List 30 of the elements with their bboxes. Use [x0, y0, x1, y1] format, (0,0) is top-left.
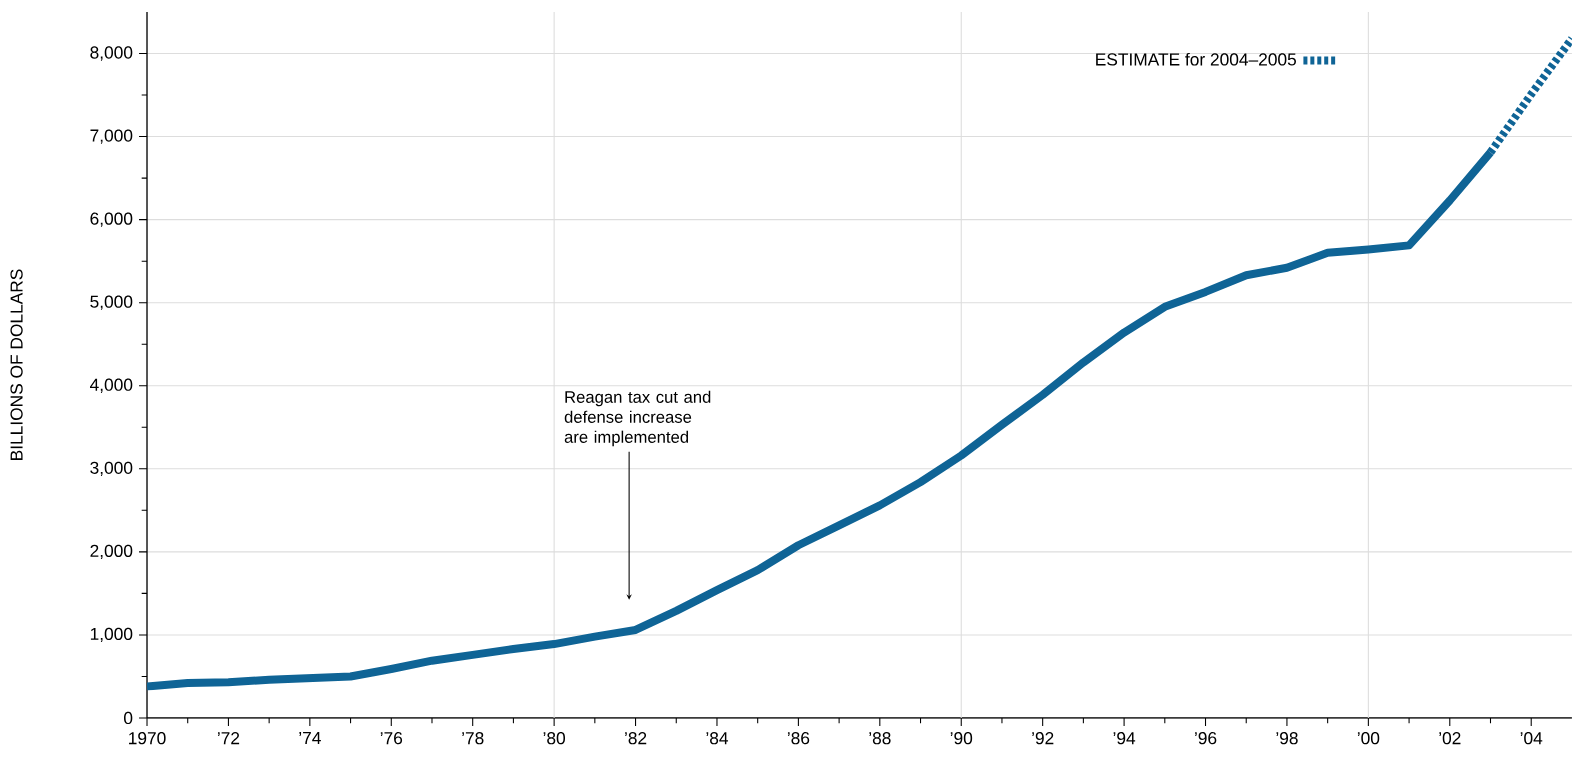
y-tick-label: 0	[124, 711, 133, 725]
y-tick-label: 8,000	[90, 46, 133, 61]
x-tick-label: ’76	[380, 732, 403, 745]
x-tick-label: 1970	[129, 732, 166, 745]
y-tick-label: 1,000	[90, 627, 133, 643]
x-tick-label: ’98	[1276, 732, 1298, 745]
annotation: Reagan tax cut and defense increase are implemented	[564, 390, 711, 447]
y-axis-title: BILLIONS OF DOLLARS	[10, 269, 23, 460]
x-tick-label: ’86	[787, 732, 810, 745]
x-tick-label: ’90	[950, 732, 973, 745]
legend-label: ESTIMATE for 2004–2005	[1096, 52, 1296, 66]
y-tick-label: 2,000	[90, 544, 133, 560]
x-tick-label: ’92	[1032, 732, 1054, 745]
x-tick-label: ’80	[543, 732, 566, 745]
x-tick-label: ’02	[1439, 732, 1461, 745]
x-tick-label: ’74	[299, 732, 321, 744]
y-tick-label: 3,000	[90, 461, 133, 476]
y-tick-label: 6,000	[90, 212, 133, 227]
x-tick-label: ’88	[869, 732, 891, 745]
y-tick-label: 4,000	[90, 378, 133, 393]
x-tick-label: ’84	[706, 732, 729, 745]
x-tick-label: ’00	[1357, 732, 1380, 745]
x-tick-label: ’72	[217, 732, 240, 745]
x-tick-label: ’04	[1520, 732, 1543, 745]
y-tick-label: 5,000	[90, 295, 133, 310]
x-tick-label: ’78	[462, 732, 484, 745]
y-tick-label: 7,000	[90, 129, 133, 144]
x-tick-label: ’94	[1113, 732, 1136, 745]
x-tick-label: ’82	[625, 732, 647, 745]
x-tick-label: ’96	[1195, 732, 1217, 745]
